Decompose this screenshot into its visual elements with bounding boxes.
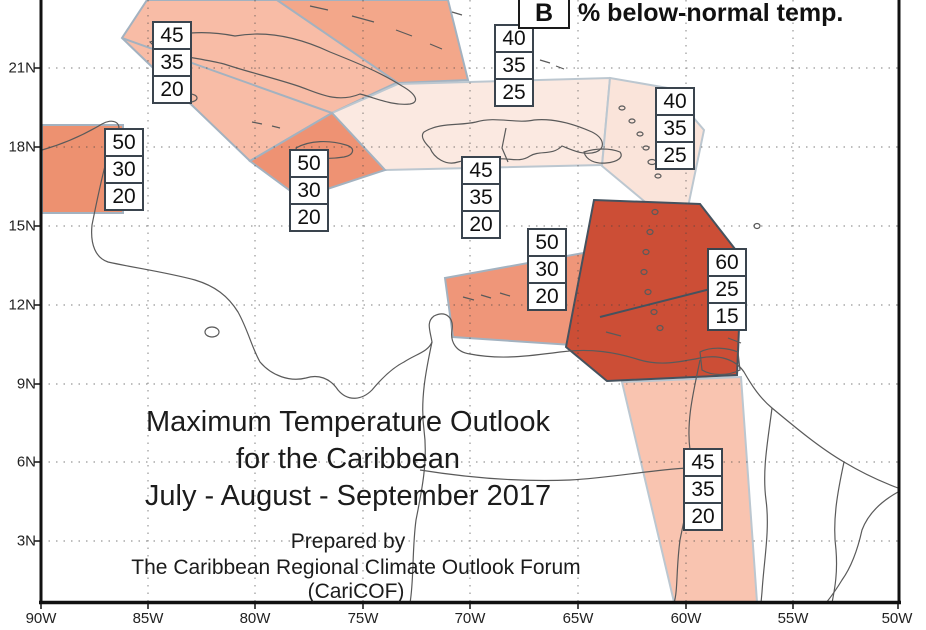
border-guyana-suriname (760, 407, 773, 604)
probability-label-cuba: 45 35 20 (152, 21, 192, 104)
island-cuba (148, 32, 417, 105)
border-suriname-french-guiana (831, 461, 845, 604)
probability-label-abc-islands: 50 30 20 (527, 228, 567, 311)
probability-label-jamaica: 50 30 20 (289, 149, 329, 232)
probability-value: 20 (152, 75, 192, 104)
probability-value: 50 (104, 128, 144, 157)
lat-label-9n: 9N (16, 375, 36, 393)
lon-label-65w: 65W (562, 610, 594, 627)
island-tobago (727, 337, 742, 344)
probability-value: 40 (655, 87, 695, 116)
islands-leeward-arc (618, 105, 662, 179)
probability-value: 35 (683, 475, 723, 504)
lon-label-75w: 75W (347, 610, 379, 627)
probability-label-windward-islands-trinidad: 60 25 15 (707, 248, 747, 331)
island-puerto-rico (583, 148, 622, 164)
probability-value: 20 (683, 502, 723, 531)
region-bahamas (275, 0, 470, 85)
lon-label-70w: 70W (454, 610, 486, 627)
map-title-line2: for the Caribbean (235, 443, 461, 475)
lon-label-60w: 60W (670, 610, 702, 627)
probability-value: 25 (494, 78, 534, 107)
island-hispaniola (421, 119, 603, 164)
lon-label-90w: 90W (25, 610, 57, 627)
probability-value: 40 (494, 24, 534, 53)
lon-label-80w: 80W (239, 610, 271, 627)
probability-label-bahamas: 40 35 25 (494, 24, 534, 107)
lat-label-18n: 18N (8, 138, 36, 156)
probability-label-guianas: 45 35 20 (683, 448, 723, 531)
probability-label-belize: 50 30 20 (104, 128, 144, 211)
probability-value: 20 (527, 282, 567, 311)
probability-value: 45 (152, 21, 192, 50)
islands-abc (462, 292, 511, 301)
coast-brazil (825, 491, 899, 604)
lat-label-6n: 6N (16, 453, 36, 471)
probability-value: 25 (707, 275, 747, 304)
map-title-line3: July - August - September 2017 (144, 480, 552, 512)
probability-value: 20 (289, 203, 329, 232)
probability-value: 50 (289, 149, 329, 178)
lon-label-55w: 55W (777, 610, 809, 627)
legend-below-normal-row: B % below-normal temp. (518, 0, 843, 30)
probability-value: 35 (152, 48, 192, 77)
border-venezuela-brazil (419, 467, 689, 482)
lat-label-15n: 15N (8, 217, 36, 235)
map-frame (34, 0, 901, 609)
probability-value: 45 (683, 448, 723, 477)
island-margarita (605, 331, 622, 337)
probability-label-leeward-islands: 40 35 25 (655, 87, 695, 170)
lat-label-3n: 3N (16, 532, 36, 550)
probability-value: 35 (461, 183, 501, 212)
probability-value: 45 (461, 156, 501, 185)
region-windward-islands-trinidad (564, 198, 744, 383)
legend-label: % below-normal temp. (578, 0, 844, 27)
border-colombia-venezuela (409, 341, 433, 604)
coast-central-south-america (41, 120, 899, 489)
islands-cayman (251, 121, 281, 129)
island-trinidad (699, 347, 741, 376)
legend-key-box: B (518, 0, 570, 29)
probability-value: 30 (289, 176, 329, 205)
probability-label-hispaniola-puerto-rico: 45 35 20 (461, 156, 501, 239)
probability-value: 35 (655, 114, 695, 143)
lat-label-12n: 12N (8, 296, 36, 314)
lon-label-50w: 50W (881, 610, 913, 627)
probability-value: 35 (494, 51, 534, 80)
probability-value: 30 (527, 255, 567, 284)
lon-label-85w: 85W (132, 610, 164, 627)
probability-value: 20 (104, 182, 144, 211)
probability-value: 20 (461, 210, 501, 239)
axis-ticks (34, 67, 899, 609)
organization-label: The Caribbean Regional Climate Outlook F… (131, 556, 581, 603)
border-haiti-dr (501, 127, 509, 163)
probability-value: 50 (527, 228, 567, 257)
prepared-by-label: Prepared by (290, 530, 406, 553)
lat-label-21n: 21N (8, 59, 36, 77)
lake-nicaragua (204, 326, 220, 338)
islands-bahamas (309, 5, 565, 70)
probability-value: 30 (104, 155, 144, 184)
probability-value: 25 (655, 141, 695, 170)
map-title-line1: Maximum Temperature Outlook (145, 406, 550, 438)
islands-windward-arc (640, 208, 664, 332)
probability-value: 15 (707, 302, 747, 331)
probability-value: 60 (707, 248, 747, 277)
